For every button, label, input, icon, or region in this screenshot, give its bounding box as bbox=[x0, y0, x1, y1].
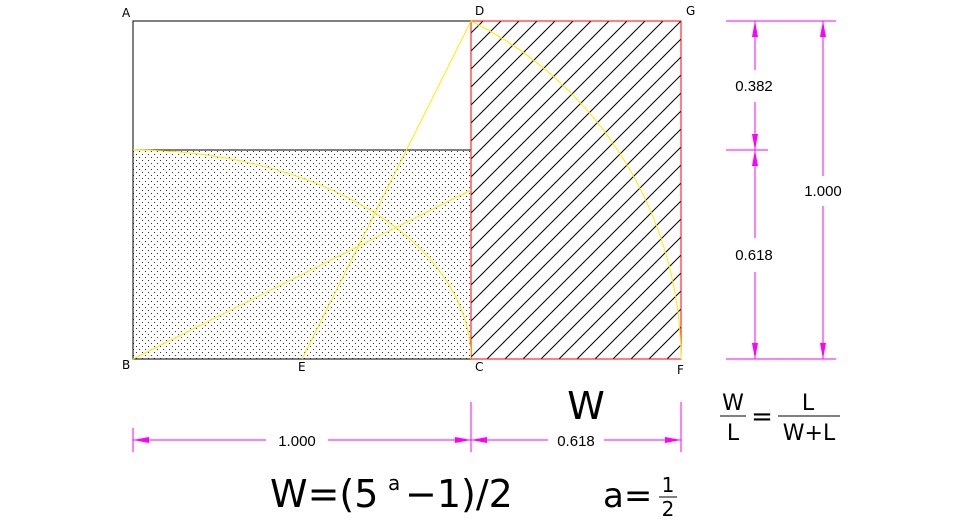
dim-vertical-total: 1.000 bbox=[804, 183, 842, 200]
dim-horizontal-right: 0.618 bbox=[557, 433, 595, 450]
hatched-golden-rectangle bbox=[471, 21, 681, 359]
dim-horizontal-left: 1.000 bbox=[278, 433, 316, 450]
point-b-label: B bbox=[122, 358, 130, 372]
point-f-label: F bbox=[677, 363, 684, 377]
horizontal-dimension: 1.000 0.618 bbox=[132, 402, 682, 452]
ratio-den-right: W+L bbox=[783, 421, 836, 446]
formula-a-eq: a= bbox=[603, 476, 652, 516]
ratio-equals: = bbox=[751, 402, 773, 432]
ratio-num-left: W bbox=[722, 391, 744, 416]
point-g-label: G bbox=[686, 4, 695, 18]
dim-vertical-top: 0.382 bbox=[735, 78, 773, 95]
formula-tail: −1)/2 bbox=[405, 472, 513, 516]
formula-main: W=(5 bbox=[270, 472, 378, 516]
construction-line-b-diag bbox=[132, 189, 472, 360]
ratio-equation: W L = L W+L bbox=[720, 391, 840, 446]
dim-vertical-bottom: 0.618 bbox=[735, 247, 773, 264]
point-a-label: A bbox=[122, 6, 131, 20]
construction-line-e-d bbox=[301, 20, 472, 360]
formula-frac-den: 2 bbox=[662, 497, 675, 521]
construction-arc-e bbox=[470, 20, 682, 360]
point-c-label: C bbox=[475, 360, 483, 374]
width-label: W bbox=[567, 384, 605, 428]
golden-ratio-formula: W=(5 a −1)/2 a= 1 2 bbox=[270, 471, 677, 521]
ratio-den-left: L bbox=[727, 421, 740, 446]
point-d-label: D bbox=[475, 4, 484, 18]
point-e-label: E bbox=[298, 360, 306, 374]
construction-arc-c bbox=[133, 149, 471, 359]
dotted-region bbox=[133, 150, 471, 359]
ratio-num-right: L bbox=[802, 391, 815, 416]
formula-exponent: a bbox=[388, 471, 400, 495]
vertical-dimension: 0.382 0.618 1.000 bbox=[726, 20, 842, 360]
formula-frac-num: 1 bbox=[662, 473, 675, 497]
